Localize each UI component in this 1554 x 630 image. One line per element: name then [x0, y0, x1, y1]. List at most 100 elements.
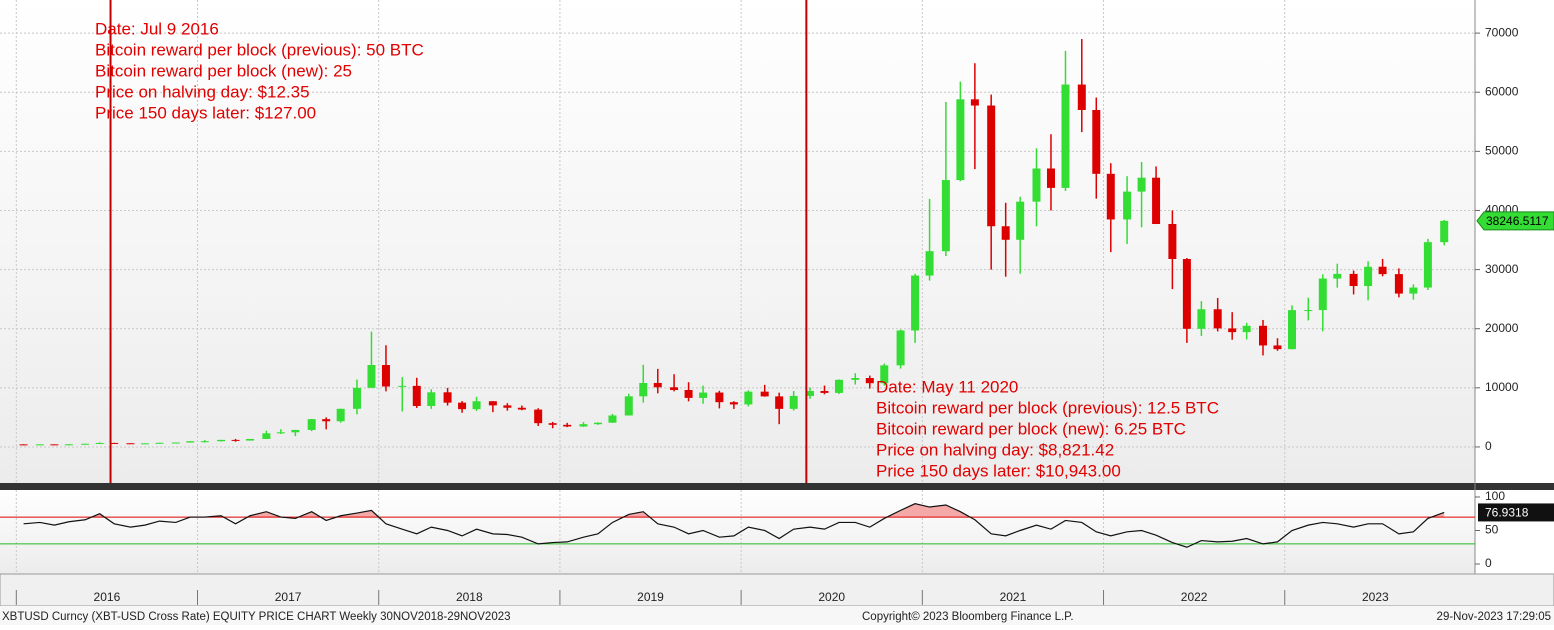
candle-body [1137, 177, 1146, 192]
candle-body [729, 402, 738, 405]
x-tick-label: 2021 [1000, 590, 1027, 604]
footer-right: 29-Nov-2023 17:29:05 [1437, 611, 1551, 623]
y-tick-label: 0 [1485, 439, 1492, 453]
x-tick-label: 2022 [1181, 590, 1208, 604]
candle-body [1152, 177, 1161, 225]
candle-body [412, 385, 421, 406]
footer-bar [0, 606, 1554, 625]
candle-body [95, 442, 104, 444]
rsi-y-tick-label: 100 [1485, 489, 1505, 503]
candle-body [608, 415, 617, 423]
candle-body [276, 432, 285, 434]
footer-left: XBTUSD Curncy (XBT-USD Cross Rate) EQUIT… [2, 611, 511, 623]
footer-center: Copyright© 2023 Bloomberg Finance L.P. [862, 611, 1074, 623]
candle-body [789, 395, 798, 409]
candle-body [624, 396, 633, 416]
y-tick-label: 70000 [1485, 25, 1519, 39]
candle-body [699, 392, 708, 398]
candle-body [398, 385, 407, 387]
candle-body [1001, 226, 1010, 240]
candle-body [670, 387, 679, 391]
candle-body [1168, 224, 1177, 259]
candle-body [262, 433, 271, 439]
candle-body [548, 423, 557, 425]
candle-body [896, 330, 905, 366]
candle-body [1228, 328, 1237, 333]
y-tick-label: 30000 [1485, 262, 1519, 276]
annotation-text: Bitcoin reward per block (new): 6.25 BTC [876, 419, 1186, 438]
annotation-text: Price 150 days later: $10,943.00 [876, 461, 1121, 480]
candle-body [1197, 309, 1206, 329]
candle-body [1106, 173, 1115, 220]
candle-body [970, 99, 979, 106]
rsi-panel [0, 490, 1475, 574]
candle-body [155, 442, 164, 444]
candle-body [1032, 168, 1041, 202]
candle-body [563, 424, 572, 427]
candle-body [1394, 274, 1403, 294]
candle-body [1349, 273, 1358, 287]
candle-body [1016, 201, 1025, 240]
rsi-line [23, 503, 1445, 548]
candle-body [140, 443, 149, 445]
x-tick-label: 2016 [94, 590, 121, 604]
candle-body [1423, 242, 1432, 288]
candle-body [1182, 258, 1191, 329]
rsi-tag [1478, 503, 1554, 522]
rsi-y-tick-label: 0 [1485, 556, 1492, 570]
candle-body [653, 382, 662, 388]
candle-body [1092, 109, 1101, 174]
x-tick-label: 2019 [637, 590, 664, 604]
candle-body [744, 391, 753, 405]
candle-body [458, 402, 467, 410]
candle-body [367, 364, 376, 388]
annotation-text: Bitcoin reward per block (previous): 50 … [95, 40, 424, 59]
candle-body [186, 441, 195, 443]
candle-body [517, 407, 526, 410]
candle-body [503, 405, 512, 408]
candle-body [639, 382, 648, 397]
candle-body [941, 180, 950, 252]
candle-body [352, 387, 361, 409]
candle-body [50, 444, 59, 446]
y-tick-label: 50000 [1485, 144, 1519, 158]
candle-body [911, 275, 920, 331]
candle-body [820, 391, 829, 393]
candle-body [443, 392, 452, 403]
candle-body [880, 365, 889, 384]
candle-body [126, 443, 135, 445]
candle-body [472, 401, 481, 410]
candle-body [805, 391, 814, 396]
candle-body [715, 392, 724, 403]
x-tick-label: 2017 [275, 590, 302, 604]
candle-body [64, 444, 73, 446]
candle-body [81, 443, 90, 445]
candle-body [200, 441, 209, 443]
candle-body [336, 408, 345, 422]
candle-body [593, 422, 602, 425]
x-tick-label: 2023 [1362, 590, 1389, 604]
annotation-text: Price 150 days later: $127.00 [95, 103, 316, 122]
candle-body [865, 378, 874, 384]
candle-body [956, 99, 965, 181]
panel-divider [0, 483, 1554, 490]
candle-body [1273, 345, 1282, 350]
candle-body [246, 438, 255, 441]
candle-body [684, 390, 693, 398]
candle-body [579, 424, 588, 427]
annotation-text: Price on halving day: $8,821.42 [876, 440, 1114, 459]
candle-body [322, 419, 331, 422]
candle-body [1378, 266, 1387, 275]
candle-body [291, 429, 300, 433]
y-tick-label: 20000 [1485, 321, 1519, 335]
candle-body [1287, 310, 1296, 350]
annotation-text: Date: Jul 9 2016 [95, 19, 219, 38]
candle-body [760, 391, 769, 397]
annotation-text: Bitcoin reward per block (previous): 12.… [876, 398, 1219, 417]
candle-body [1123, 191, 1132, 220]
candle-body [1304, 310, 1313, 312]
candle-body [925, 251, 934, 276]
candle-body [775, 396, 784, 409]
candle-body [307, 419, 316, 430]
